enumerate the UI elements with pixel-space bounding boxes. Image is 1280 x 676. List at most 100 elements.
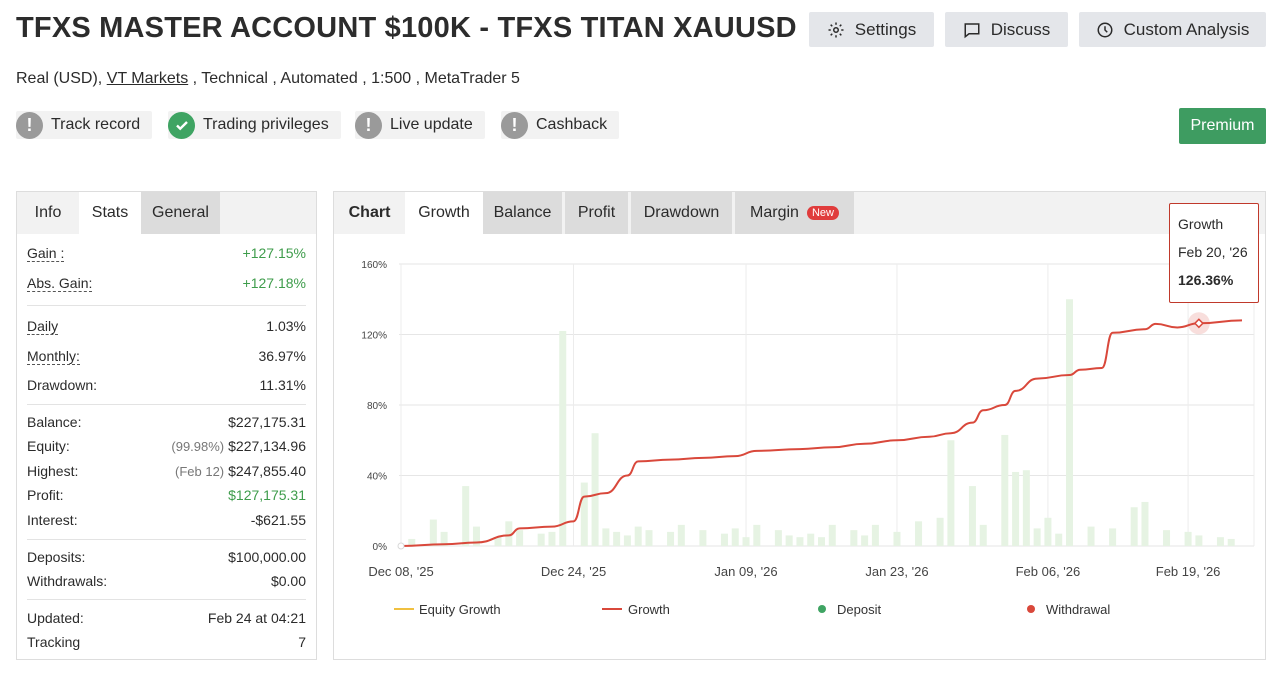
volume-bar — [667, 531, 675, 546]
volume-bar — [774, 530, 782, 546]
volume-bar — [462, 486, 470, 546]
discuss-label: Discuss — [990, 19, 1051, 39]
subtitle-post: , Technical , Automated , 1:500 , MetaTr… — [188, 70, 520, 87]
volume-bar — [645, 530, 653, 546]
new-badge: New — [806, 206, 839, 220]
chart-tabs: Chart Growth Balance Profit Drawdown Mar… — [334, 192, 1265, 234]
x-tick-label: Dec 24, '25 — [541, 564, 606, 579]
stat-monthly: Monthly: 36.97% — [27, 348, 306, 365]
stat-label: Withdrawals: — [27, 573, 108, 589]
tab-balance[interactable]: Balance — [483, 192, 565, 234]
badge-trading-privileges[interactable]: Trading privileges — [168, 111, 341, 139]
settings-label: Settings — [854, 19, 917, 39]
stat-value: +127.15% — [242, 245, 306, 261]
premium-button[interactable]: Premium — [1179, 108, 1266, 144]
stat-equity: Equity: (99.98%) $227,134.96 — [27, 438, 306, 454]
volume-bar — [828, 524, 836, 546]
x-tick-label: Dec 08, '25 — [368, 564, 433, 579]
growth-series-line — [400, 319, 1243, 547]
stat-value: Feb 24 at 04:21 — [207, 610, 306, 626]
chart-tooltip: Growth Feb 20, '26 126.36% — [1169, 203, 1259, 303]
tab-growth[interactable]: Growth — [405, 192, 483, 234]
tab-general[interactable]: General — [141, 192, 220, 234]
volume-bar — [1022, 470, 1030, 546]
volume-bar — [408, 538, 416, 546]
broker-link[interactable]: VT Markets — [106, 70, 189, 87]
stat-daily: Daily 1.03% — [27, 318, 306, 335]
volume-bar — [516, 530, 524, 546]
y-tick-label: 80% — [367, 401, 387, 412]
volume-bar — [785, 535, 793, 546]
badge-live-update[interactable]: ! Live update — [355, 111, 485, 139]
volume-bar — [818, 537, 825, 546]
page-title: TFXS MASTER ACCOUNT $100K - TFXS TITAN X… — [16, 12, 797, 44]
stat-label[interactable]: Monthly: — [27, 348, 80, 365]
badge-track-record[interactable]: ! Track record — [16, 111, 153, 139]
growth-chart[interactable]: 0% 40% 80% 120% 160% Dec 08, '25 Dec 24, '25 Ja… — [334, 234, 1265, 660]
settings-button[interactable]: Settings — [809, 12, 934, 47]
y-tick-label: 160% — [361, 260, 387, 271]
tab-profit[interactable]: Profit — [565, 192, 631, 234]
stat-highest: Highest: (Feb 12) $247,855.40 — [27, 463, 306, 479]
volume-bar — [861, 535, 869, 546]
stat-value: $227,175.31 — [228, 414, 306, 430]
volume-bar — [893, 531, 901, 546]
stat-value: $0.00 — [270, 573, 306, 589]
stat-label: Interest: — [27, 512, 78, 528]
tab-chart[interactable]: Chart — [348, 204, 391, 221]
tab-margin[interactable]: Margin New — [735, 192, 854, 234]
volume-bar — [1012, 471, 1020, 546]
stat-label: Balance: — [27, 414, 82, 430]
x-tick-label: Feb 19, '26 — [1156, 564, 1221, 579]
tab-info[interactable]: Info — [34, 204, 62, 221]
stat-label: Deposits: — [27, 549, 86, 565]
volume-bar — [602, 528, 610, 546]
stat-abs-gain: Abs. Gain: +127.18% — [27, 275, 306, 292]
volume-bar — [440, 531, 448, 546]
volume-bar — [731, 528, 739, 546]
volume-bar — [742, 537, 750, 546]
divider — [27, 305, 306, 306]
volume-bar — [753, 524, 761, 546]
badge-label: Cashback — [536, 116, 608, 133]
stat-label: Equity: — [27, 438, 70, 454]
tab-drawdown[interactable]: Drawdown — [631, 192, 735, 234]
stat-tracking: Tracking 7 — [27, 634, 306, 650]
custom-analysis-label: Custom Analysis — [1123, 19, 1250, 39]
volume-bar — [1184, 531, 1192, 546]
stat-label[interactable]: Gain : — [27, 245, 65, 262]
volume-bar — [1227, 538, 1235, 546]
custom-analysis-button[interactable]: Custom Analysis — [1079, 12, 1266, 47]
stats-panel: Info Stats General Gain : +127.15% Abs. G… — [16, 191, 317, 660]
tab-margin-label: Margin — [750, 204, 799, 221]
volume-bar — [580, 482, 588, 546]
chart-panel: Chart Growth Balance Profit Drawdown Mar… — [333, 191, 1266, 660]
stat-label[interactable]: Abs. Gain: — [27, 275, 93, 292]
volume-bar — [850, 530, 858, 546]
volume-bar — [1216, 537, 1224, 546]
clock-icon — [1097, 22, 1113, 37]
badge-cashback[interactable]: ! Cashback — [501, 111, 620, 139]
account-subtitle: Real (USD), VT Markets , Technical , Aut… — [16, 70, 520, 88]
exclamation-icon: ! — [16, 111, 43, 139]
tab-stats[interactable]: Stats — [79, 192, 141, 234]
legend-deposit-swatch — [818, 605, 826, 613]
volume-bar — [677, 524, 685, 546]
badge-label: Track record — [51, 116, 141, 133]
volume-bar — [591, 433, 599, 546]
stat-interest: Interest: -$621.55 — [27, 512, 306, 528]
volume-bar — [1087, 526, 1095, 546]
tooltip-date: Feb 20, '26 — [1178, 244, 1248, 260]
stat-drawdown: Drawdown: 11.31% — [27, 377, 306, 393]
stat-label[interactable]: Daily — [27, 318, 59, 335]
volume-bar — [548, 531, 556, 546]
stat-value: $227,134.96 — [228, 438, 306, 454]
check-icon — [168, 111, 195, 139]
legend-equity-label: Equity Growth — [419, 602, 501, 617]
volume-bar — [1141, 501, 1149, 546]
stat-value-wrap: (Feb 12) $247,855.40 — [175, 463, 306, 479]
y-tick-label: 0% — [373, 542, 388, 553]
discuss-button[interactable]: Discuss — [945, 12, 1068, 47]
volume-bar — [1001, 434, 1009, 546]
